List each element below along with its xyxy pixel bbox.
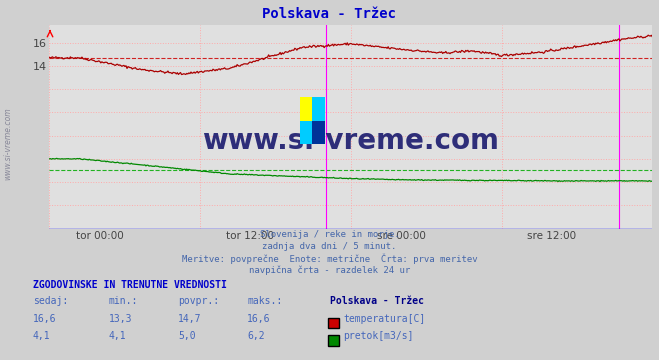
Text: 14,7: 14,7	[178, 314, 202, 324]
Text: www.si-vreme.com: www.si-vreme.com	[202, 127, 500, 155]
Text: ZGODOVINSKE IN TRENUTNE VREDNOSTI: ZGODOVINSKE IN TRENUTNE VREDNOSTI	[33, 280, 227, 290]
Text: temperatura[C]: temperatura[C]	[343, 314, 426, 324]
Text: 13,3: 13,3	[109, 314, 132, 324]
Bar	[300, 121, 312, 144]
Text: zadnja dva dni / 5 minut.: zadnja dva dni / 5 minut.	[262, 242, 397, 251]
Bar	[312, 97, 325, 121]
Text: Polskava - Tržec: Polskava - Tržec	[330, 296, 424, 306]
Bar	[312, 121, 325, 144]
Text: 5,0: 5,0	[178, 331, 196, 341]
Text: sedaj:: sedaj:	[33, 296, 68, 306]
Text: Slovenija / reke in morje.: Slovenija / reke in morje.	[260, 230, 399, 239]
Text: Polskava - Tržec: Polskava - Tržec	[262, 7, 397, 21]
Text: maks.:: maks.:	[247, 296, 282, 306]
Text: 16,6: 16,6	[247, 314, 271, 324]
Text: Meritve: povprečne  Enote: metrične  Črta: prva meritev: Meritve: povprečne Enote: metrične Črta:…	[182, 254, 477, 265]
Text: navpična črta - razdelek 24 ur: navpična črta - razdelek 24 ur	[249, 266, 410, 275]
Text: 4,1: 4,1	[109, 331, 127, 341]
Text: min.:: min.:	[109, 296, 138, 306]
Text: pretok[m3/s]: pretok[m3/s]	[343, 331, 414, 341]
Text: www.si-vreme.com: www.si-vreme.com	[3, 108, 13, 180]
Text: 4,1: 4,1	[33, 331, 51, 341]
Text: povpr.:: povpr.:	[178, 296, 219, 306]
Bar	[300, 97, 312, 121]
Text: 6,2: 6,2	[247, 331, 265, 341]
Text: 16,6: 16,6	[33, 314, 57, 324]
